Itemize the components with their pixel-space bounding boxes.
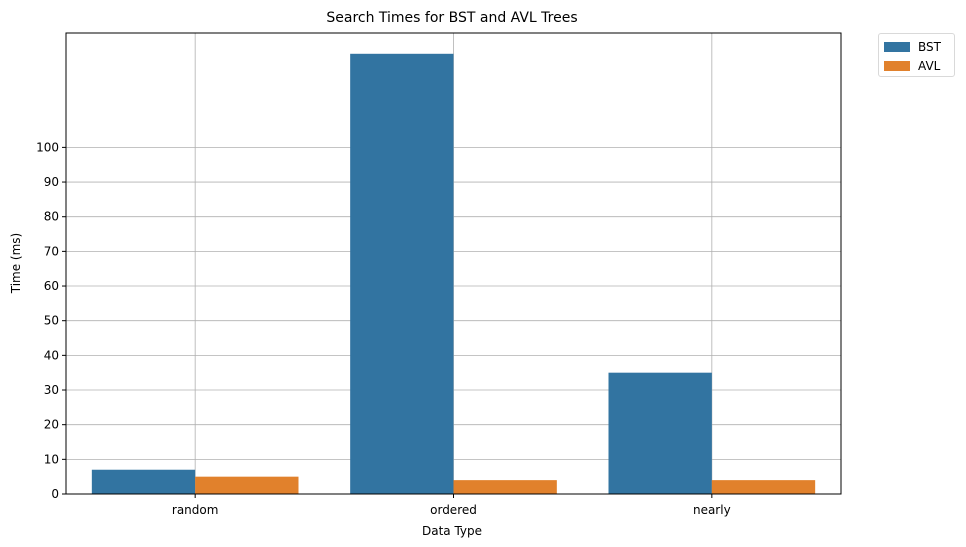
x-axis-label: Data Type (422, 524, 482, 538)
y-tick-label: 100 (36, 140, 59, 154)
x-tick-label: ordered (430, 503, 477, 517)
x-tick-label: random (172, 503, 219, 517)
legend-item-avl: AVL (884, 56, 949, 75)
bar-avl-nearly (711, 480, 816, 494)
y-tick-label: 90 (44, 175, 59, 189)
bar-bst-random (91, 469, 196, 494)
chart-title: Search Times for BST and AVL Trees (326, 10, 577, 26)
y-tick-label: 10 (44, 452, 59, 466)
y-tick-label: 20 (44, 418, 59, 432)
x-axis: random ordered nearly (172, 494, 731, 517)
y-tick-label: 50 (44, 314, 59, 328)
x-tick-label: nearly (693, 503, 731, 517)
legend-label-avl: AVL (918, 58, 941, 73)
legend-item-bst: BST (884, 37, 949, 56)
y-tick-label: 80 (44, 210, 59, 224)
bar-avl-ordered (453, 480, 557, 494)
y-tick-label: 40 (44, 348, 59, 362)
bars (91, 53, 816, 494)
bar-bst-ordered (350, 53, 454, 494)
y-tick-label: 0 (51, 487, 59, 501)
legend: BST AVL (878, 33, 955, 77)
y-tick-label: 60 (44, 279, 59, 293)
bar-avl-random (195, 476, 299, 494)
y-tick-label: 70 (44, 244, 59, 258)
legend-swatch-avl (884, 60, 910, 71)
y-axis: 0 10 20 30 40 50 60 70 80 90 100 (36, 140, 66, 501)
y-axis-label: Time (ms) (9, 233, 23, 295)
legend-label-bst: BST (918, 39, 941, 54)
legend-swatch-bst (884, 41, 910, 52)
bar-bst-nearly (608, 372, 712, 494)
y-tick-label: 30 (44, 383, 59, 397)
